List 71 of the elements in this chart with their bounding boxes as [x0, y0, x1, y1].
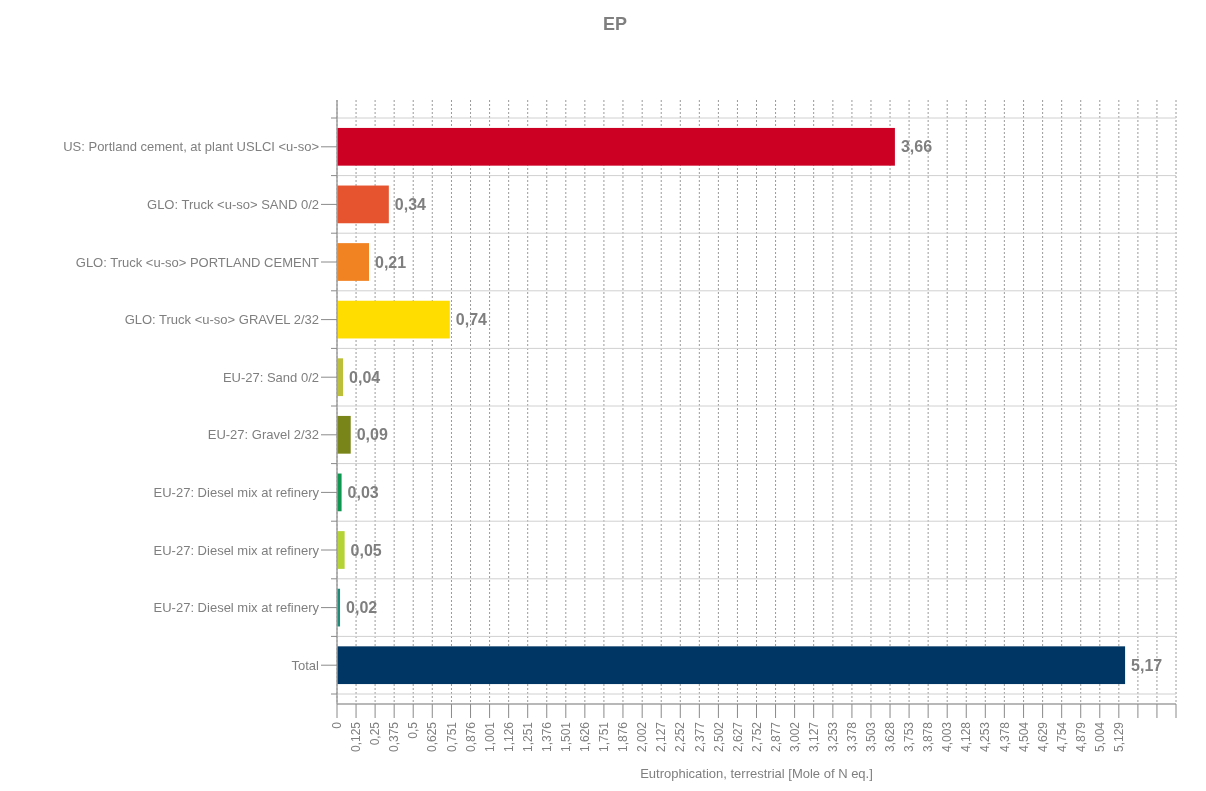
data-label: 0,03: [347, 484, 379, 501]
x-tick-label: 1,501: [559, 721, 573, 753]
x-tick-label: 2,752: [749, 721, 764, 753]
bar: [337, 415, 351, 454]
x-tick-label: 3,628: [883, 721, 898, 753]
bar: [337, 127, 895, 166]
x-tick-label: 0,625: [425, 721, 440, 753]
bar: [337, 243, 370, 281]
x-tick-label: 4,754: [1054, 721, 1069, 753]
x-tick-label: 4,253: [978, 721, 993, 753]
x-axis-title: Eutrophication, terrestrial [Mole of N eq.]: [640, 766, 873, 781]
bar: [337, 646, 1126, 685]
x-tick-label: 0: [330, 721, 345, 729]
data-label: 3,66: [900, 138, 933, 156]
x-tick-label: 0,5: [406, 721, 421, 739]
x-tick-label: 2,002: [635, 721, 650, 753]
data-label: 0,05: [350, 541, 382, 559]
x-tick-label: 2,627: [730, 721, 745, 753]
x-tick-label: 1,126: [501, 721, 516, 753]
y-tick-label: GLO: Truck <u-so> SAND 0/2: [147, 196, 319, 212]
x-tick-label: 4,629: [1035, 721, 1050, 753]
x-tick-label: 1,251: [520, 721, 535, 753]
x-tick-label: 3,127: [806, 721, 821, 753]
y-tick-label: EU-27: Gravel 2/32: [207, 427, 319, 443]
bar: [337, 300, 450, 339]
y-tick-label: GLO: Truck <u-so> GRAVEL 2/32: [124, 312, 319, 328]
x-tick-label: 1,751: [597, 721, 612, 753]
x-tick-label: 0,125: [349, 721, 364, 753]
x-tick-label: 3,503: [864, 721, 879, 753]
data-label: 0,09: [356, 426, 388, 444]
y-tick-label: EU-27: Diesel mix at refinery: [153, 484, 320, 500]
chart-title: EP: [602, 14, 628, 34]
x-tick-label: 4,003: [940, 721, 955, 753]
y-tick-label: Total: [291, 657, 320, 673]
y-tick-label: EU-27: Diesel mix at refinery: [153, 600, 320, 616]
x-tick-label: 2,127: [654, 721, 669, 753]
x-tick-label: 1,001: [482, 721, 497, 753]
data-label: 5,17: [1131, 656, 1163, 674]
data-label: 0,02: [346, 599, 378, 617]
x-tick-label: 4,879: [1073, 721, 1088, 753]
x-tick-label: 1,376: [539, 721, 554, 753]
x-tick-label: 0,751: [444, 721, 459, 753]
x-tick-label: 3,753: [902, 721, 917, 753]
x-tick-label: 4,378: [997, 721, 1012, 753]
x-tick-label: 1,626: [578, 721, 593, 753]
x-tick-label: 4,128: [959, 721, 974, 753]
data-label: 0,21: [375, 253, 407, 271]
x-tick-label: 5,129: [1112, 721, 1127, 753]
x-tick-label: 0,375: [387, 721, 402, 753]
y-tick-label: GLO: Truck <u-so> PORTLAND CEMENT: [75, 254, 320, 270]
bar: [337, 185, 389, 224]
bar: [337, 531, 345, 569]
data-label: 0,34: [394, 196, 427, 213]
x-tick-label: 1,876: [616, 721, 631, 753]
x-tick-label: 0,25: [368, 721, 383, 746]
x-tick-label: 2,252: [673, 721, 688, 753]
x-tick-label: 2,377: [692, 721, 707, 753]
data-label: 0,04: [349, 368, 381, 386]
y-tick-label: EU-27: Diesel mix at refinery: [153, 542, 320, 558]
x-tick-label: 2,877: [768, 721, 783, 753]
data-label: 0,74: [455, 311, 488, 329]
x-tick-label: 3,378: [845, 721, 860, 753]
x-tick-label: 3,002: [787, 721, 802, 753]
x-tick-label: 5,004: [1092, 721, 1107, 753]
y-tick-label: EU-27: Sand 0/2: [222, 369, 319, 385]
y-tick-label: US: Portland cement, at plant USLCI <u-so>: [63, 139, 319, 155]
x-tick-label: 4,504: [1016, 721, 1031, 753]
x-tick-label: 0,876: [463, 721, 478, 753]
x-tick-label: 2,502: [711, 721, 726, 753]
x-tick-label: 3,878: [921, 721, 936, 753]
x-tick-label: 3,253: [826, 721, 841, 753]
